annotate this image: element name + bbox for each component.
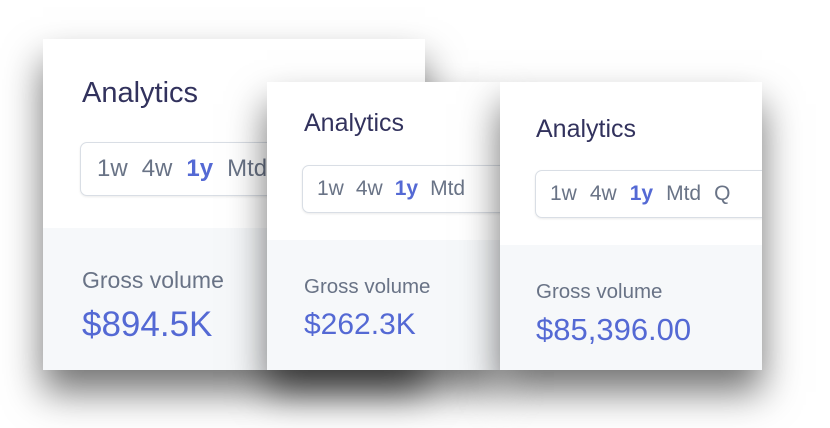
metric-label: Gross volume [304,275,431,298]
metric-value: $85,396.00 [536,312,692,347]
metric-label: Gross volume [82,267,224,293]
metric-value: $894.5K [82,305,213,344]
range-tabs: 1w 4w 1y Mtd [302,165,500,213]
range-tab[interactable]: 1y [629,182,654,205]
range-tab[interactable]: Mtd [227,155,268,182]
range-tab[interactable]: 1y [186,155,214,182]
range-tab[interactable]: 1y [394,177,419,200]
card-title: Analytics [82,77,199,109]
range-tab[interactable]: 1w [317,177,344,200]
card-header [500,82,762,246]
card-header [267,82,500,241]
range-tabs: 1w 4w 1y Mtd Q [535,170,762,218]
range-tab[interactable]: Q [714,182,731,205]
metric-label: Gross volume [536,280,663,303]
range-tab[interactable]: Mtd [430,177,466,200]
analytics-card: Analytics 1w 4w 1y Mtd Gross volume $262.3K [267,82,500,370]
range-tab[interactable]: 4w [589,182,617,205]
range-tab[interactable]: Mtd [666,182,702,205]
analytics-card: Analytics 1w 4w 1y Mtd Q Gross volume $85,396.0… [500,82,762,370]
card-body [267,240,500,370]
card-title: Analytics [304,109,405,137]
range-tab[interactable]: 4w [355,177,383,200]
card-title: Analytics [536,115,637,143]
card-body [500,245,762,370]
range-tab[interactable]: 1w [550,182,577,205]
range-tab[interactable]: 1w [97,155,128,182]
metric-value: $262.3K [304,308,416,341]
range-tab[interactable]: 4w [141,155,173,182]
